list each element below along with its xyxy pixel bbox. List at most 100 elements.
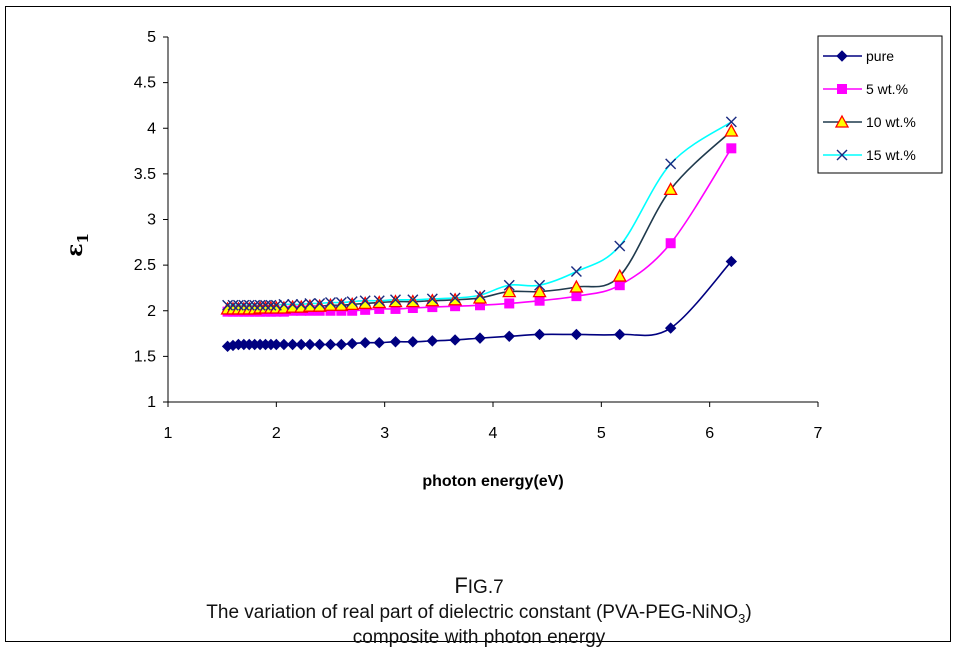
data-point-pure [270, 338, 283, 351]
marker-stroke [232, 299, 244, 311]
marker-stroke [426, 293, 438, 305]
data-point-15-wt [314, 297, 326, 309]
data-point-15-wt [474, 289, 486, 301]
figure-label-initial: F [454, 573, 468, 598]
marker-stroke [407, 294, 419, 306]
marker-stroke [373, 295, 385, 307]
data-point-pure [346, 337, 358, 350]
series-line-10-wt [227, 130, 732, 310]
data-point-10-wt [569, 279, 584, 293]
data-point-5-wt [571, 291, 582, 302]
data-point-pure [335, 338, 348, 351]
data-point-15-wt [346, 296, 358, 308]
marker-stroke [287, 298, 299, 310]
data-point-10-wt [425, 293, 440, 307]
marker-stroke [278, 298, 290, 310]
marker-stroke [359, 295, 371, 307]
marker-stroke [304, 297, 316, 309]
caption-line-1-end: ) [745, 602, 752, 623]
caption-subscript: 3 [738, 610, 746, 626]
data-point-pure [503, 330, 515, 343]
series-markers [220, 116, 739, 353]
legend-label-5-wt: 5 wt.% [866, 81, 908, 97]
y-tick-label: 4.5 [134, 75, 156, 92]
data-point-pure [614, 328, 626, 341]
marker-stroke [503, 279, 515, 291]
data-point-15-wt [534, 279, 546, 291]
x-axis-label: photon energy(eV) [422, 473, 563, 490]
data-point-15-wt [238, 299, 250, 311]
data-point-15-wt [725, 116, 737, 128]
caption-line-2: composite with photon energy [352, 627, 606, 648]
marker-stroke [314, 297, 326, 309]
marker-stroke [238, 299, 250, 311]
data-point-15-wt [665, 158, 677, 170]
data-point-pure [313, 338, 326, 351]
data-point-pure [533, 328, 546, 341]
series-line-5-wt [227, 147, 733, 313]
legend-label-15-wt: 15 wt.% [866, 147, 916, 163]
data-point-pure [426, 335, 439, 347]
legend-label-pure: pure [866, 48, 894, 64]
data-point-15-wt [295, 298, 307, 310]
data-point-pure [389, 336, 402, 348]
y-tick-label: 5 [147, 29, 156, 46]
data-point-pure [304, 338, 316, 351]
data-point-10-wt [372, 295, 387, 309]
data-point-15-wt [335, 297, 347, 309]
data-point-15-wt [359, 295, 371, 307]
data-point-pure [474, 332, 486, 344]
legend-marker-pure [836, 50, 848, 62]
data-point-5-wt [534, 295, 545, 306]
marker-stroke [265, 299, 277, 311]
data-point-15-wt [287, 298, 299, 310]
data-point-10-wt [612, 268, 627, 282]
data-point-15-wt [570, 266, 582, 278]
figure-frame [5, 6, 951, 642]
data-point-pure [324, 338, 337, 351]
data-point-15-wt [304, 297, 316, 309]
y-axis-label-symbol: ε [62, 244, 88, 257]
marker-stroke [725, 116, 737, 128]
data-point-5-wt [726, 143, 737, 154]
y-axis-label: ε1 [62, 233, 92, 257]
data-point-10-wt [447, 292, 463, 306]
x-tick-label: 2 [272, 425, 281, 442]
data-point-pure [286, 338, 299, 351]
x-tick-label: 1 [164, 425, 173, 442]
y-tick-label: 2.5 [134, 257, 156, 274]
y-tick-label: 1.5 [134, 348, 156, 365]
figure-label-rest: IG.7 [467, 577, 504, 598]
marker-stroke [665, 158, 677, 170]
data-point-15-wt [503, 279, 515, 291]
marker-stroke [836, 149, 848, 161]
data-point-pure [449, 334, 461, 346]
x-tick-label: 7 [814, 425, 823, 442]
series-markers-15-wt [222, 116, 737, 311]
data-point-5-wt [665, 238, 676, 249]
marker-stroke [534, 279, 546, 291]
data-point-10-wt [502, 284, 517, 298]
data-point-15-wt [222, 299, 234, 311]
x-tick-label: 4 [489, 425, 498, 442]
data-point-15-wt [325, 297, 336, 309]
data-point-15-wt [449, 292, 461, 304]
data-point-pure [295, 338, 307, 351]
data-point-10-wt [663, 182, 678, 196]
data-point-pure [373, 336, 385, 349]
data-point-15-wt [232, 299, 244, 311]
y-tick-label: 4 [147, 120, 156, 137]
marker-stroke [254, 299, 266, 311]
marker-stroke [570, 266, 582, 278]
marker-stroke [346, 296, 358, 308]
data-point-pure [407, 336, 419, 348]
data-point-15-wt [260, 299, 271, 311]
caption-line-1-text: The variation of real part of dielectric… [206, 602, 739, 623]
series-markers-5-wt [222, 143, 737, 317]
x-tick-label: 3 [380, 425, 389, 442]
y-tick-label: 2 [147, 303, 156, 320]
series-markers-10-wt [220, 123, 739, 315]
marker-stroke [249, 299, 261, 311]
legend-marker-15-wt [836, 149, 848, 161]
y-axis-label-subscript: 1 [74, 233, 92, 243]
